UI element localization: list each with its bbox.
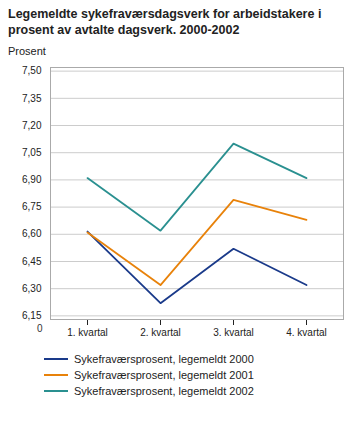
svg-text:6,15: 6,15 [22, 310, 42, 321]
svg-text:6,30: 6,30 [22, 282, 42, 293]
html-text:Sykefraværsprosent, legemeldt: Sykefraværsprosent, legemeldt 2002 [74, 384, 254, 397]
html-text:Legemeldte sykefraværsdagsverk: Legemeldte sykefraværsdagsverk for arbei… [8, 7, 322, 38]
html-text:Sykefraværsprosent, legemeldt: Sykefraværsprosent, legemeldt 2000 [74, 352, 254, 365]
svg-text:6,45: 6,45 [22, 255, 42, 266]
svg-text:7,50: 7,50 [22, 65, 42, 76]
svg-text:3. kvartal: 3. kvartal [213, 326, 254, 337]
svg-text:6,75: 6,75 [22, 201, 42, 212]
html-text:Prosent: Prosent [8, 44, 46, 57]
svg-text:7,05: 7,05 [22, 146, 42, 157]
svg-text:0: 0 [37, 322, 43, 333]
svg-text:7,20: 7,20 [22, 119, 42, 130]
svg-text:7,35: 7,35 [22, 92, 42, 103]
svg-text:6,90: 6,90 [22, 174, 42, 185]
svg-text:1. kvartal: 1. kvartal [67, 326, 108, 337]
svg-text:4. kvartal: 4. kvartal [286, 326, 327, 337]
svg-text:6,60: 6,60 [22, 228, 42, 239]
svg-text:2. kvartal: 2. kvartal [140, 326, 181, 337]
html-text:Sykefraværsprosent, legemeldt: Sykefraværsprosent, legemeldt 2001 [74, 368, 254, 381]
